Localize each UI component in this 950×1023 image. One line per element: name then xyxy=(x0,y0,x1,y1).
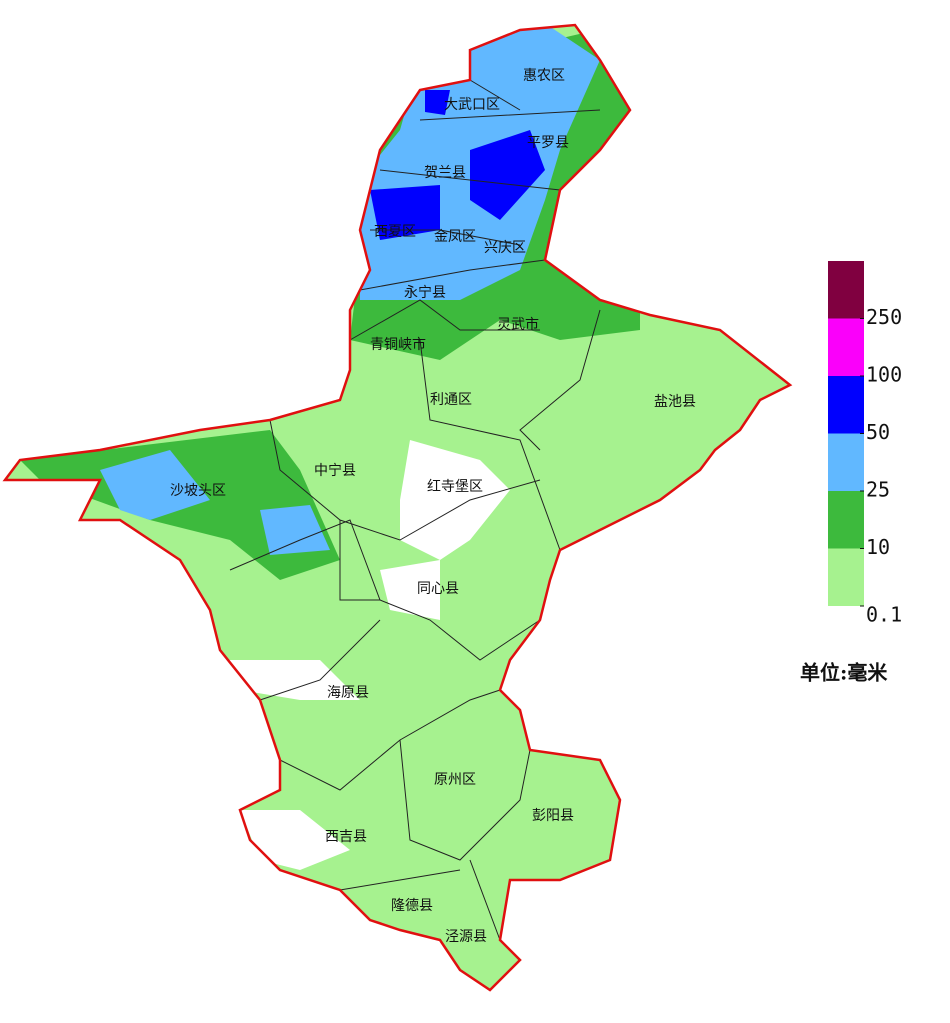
legend: 单位:毫米 0.1 10 25 50 100 250 xyxy=(800,261,902,685)
region-label: 灵武市 xyxy=(497,316,539,333)
legend-label: 25 xyxy=(866,478,890,502)
region-label: 西夏区 xyxy=(374,224,416,240)
legend-label: 250 xyxy=(866,305,902,329)
legend-label: 0.1 xyxy=(866,603,902,627)
legend-label: 10 xyxy=(866,535,890,559)
region-label: 沙坡头区 xyxy=(170,483,226,499)
region-label: 泾源县 xyxy=(445,929,487,945)
region-label: 彭阳县 xyxy=(532,808,574,824)
region-label: 海原县 xyxy=(327,685,369,701)
legend-unit: 单位:毫米 xyxy=(800,661,888,685)
region-label: 惠农区 xyxy=(523,68,565,84)
region-label: 西吉县 xyxy=(325,829,367,845)
region-label: 金凤区 xyxy=(434,229,476,245)
legend-swatch xyxy=(828,261,864,319)
region-label: 兴庆区 xyxy=(484,240,526,256)
legend-swatch xyxy=(828,376,864,434)
region-label: 利通区 xyxy=(430,392,472,408)
legend-swatch xyxy=(828,491,864,549)
region-label: 中宁县 xyxy=(314,462,356,479)
region-label: 同心县 xyxy=(417,581,459,597)
legend-label: 50 xyxy=(866,420,890,444)
legend-swatch xyxy=(828,548,864,606)
region-label: 原州区 xyxy=(434,772,476,788)
legend-swatch xyxy=(828,433,864,491)
region-label: 红寺堡区 xyxy=(427,479,483,495)
region-label: 永宁县 xyxy=(404,284,446,301)
region-label: 盐池县 xyxy=(654,394,696,410)
region-label: 隆德县 xyxy=(391,898,433,914)
region-label: 大武口区 xyxy=(444,97,500,113)
region-label: 青铜峡市 xyxy=(370,336,426,353)
legend-swatch xyxy=(828,318,864,376)
region-labels: 惠农区 大武口区 平罗县 贺兰县 西夏区 金凤区 兴庆区 永宁县 灵武市 青铜峡… xyxy=(170,68,696,945)
region-label: 平罗县 xyxy=(527,135,569,151)
region-label: 贺兰县 xyxy=(424,165,466,181)
county-borders xyxy=(3,23,792,992)
legend-label: 100 xyxy=(866,363,902,387)
